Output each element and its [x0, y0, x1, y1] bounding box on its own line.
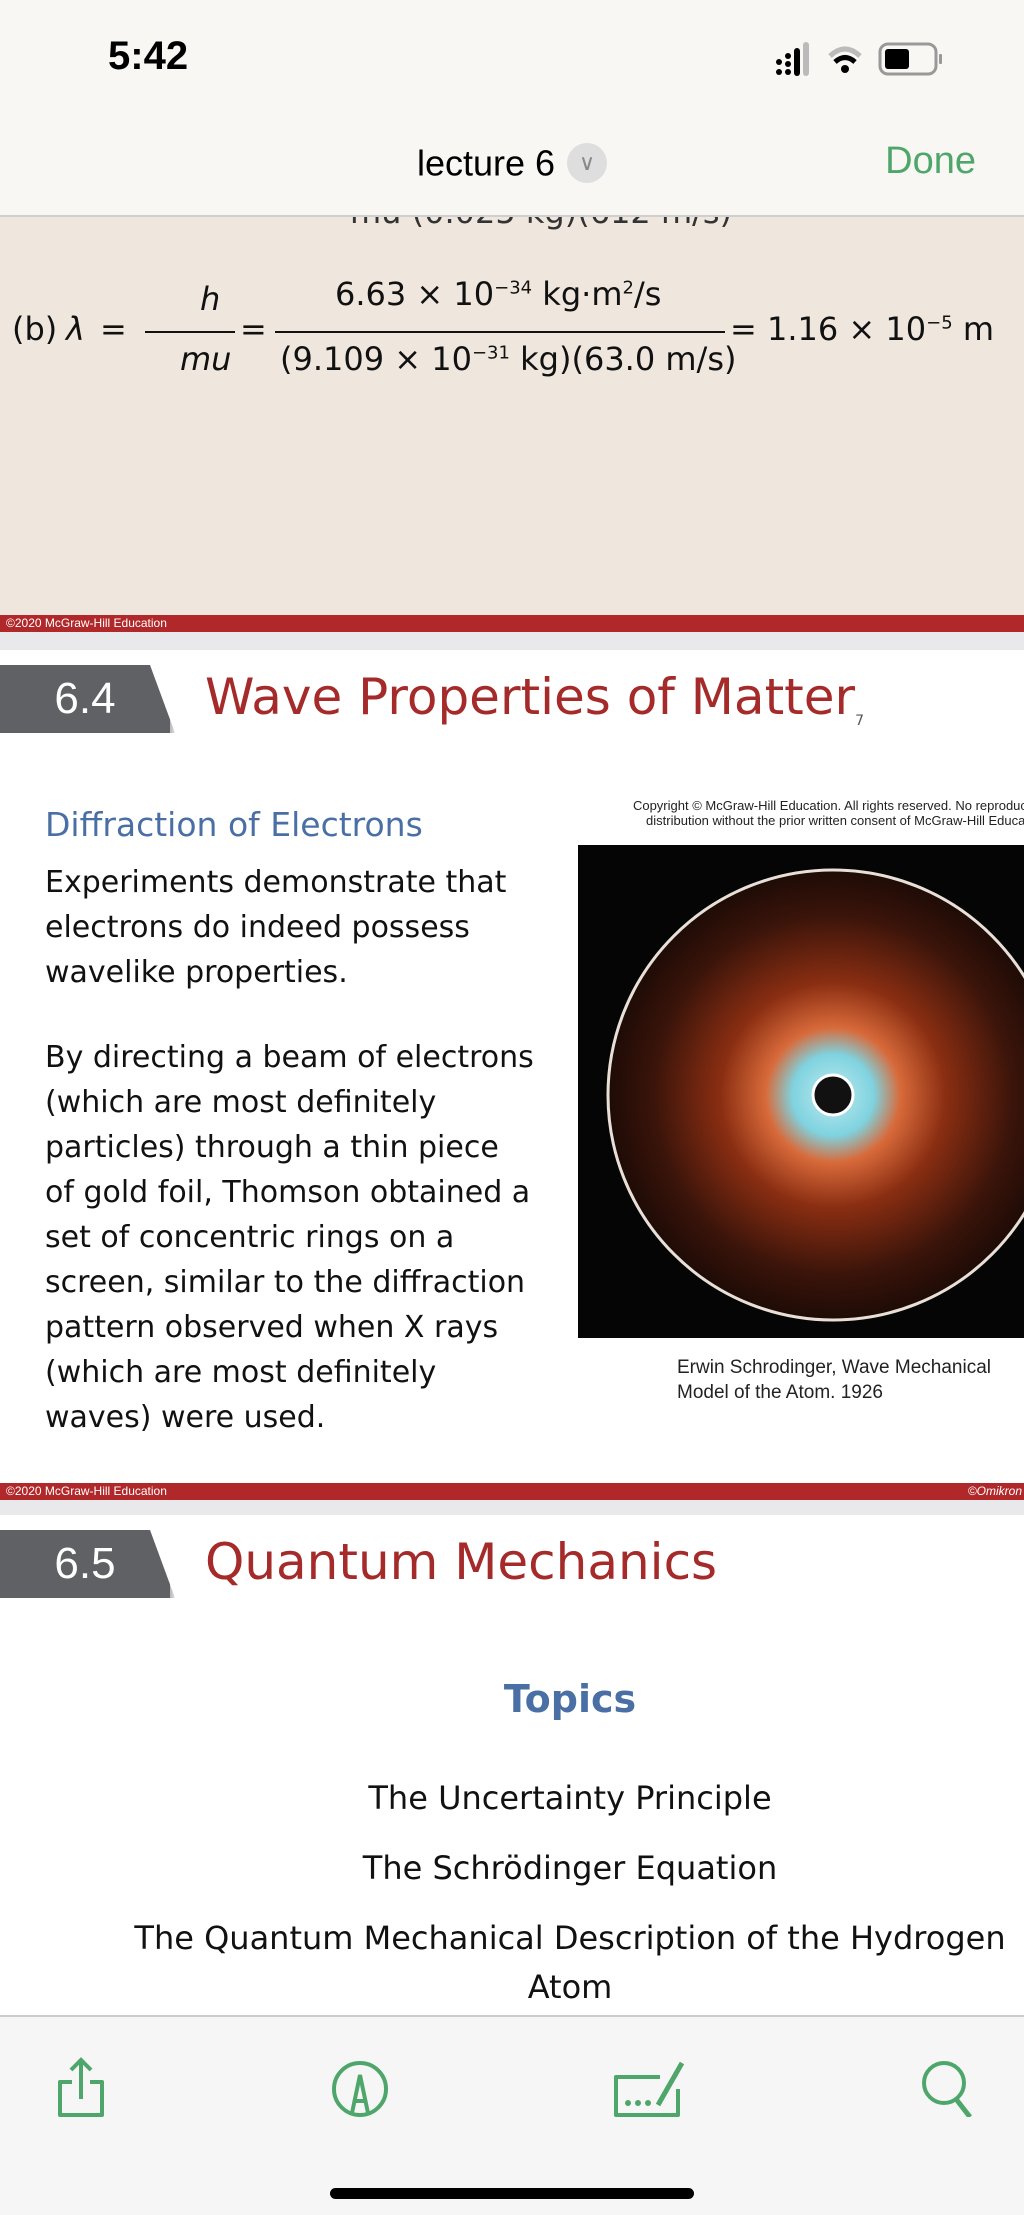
topics-list: The Uncertainty Principle The Schrödinge…: [0, 1763, 1024, 1973]
chevron-down-icon[interactable]: ∨: [567, 143, 608, 184]
battery-icon: [878, 42, 942, 76]
paragraph-1: Experiments demonstrate that electrons do…: [45, 865, 507, 990]
lambda-symbol: λ: [66, 310, 85, 348]
document-title-button[interactable]: lecture 6 ∨: [0, 140, 1024, 184]
slide-title: Wave Properties of Matter7: [205, 668, 865, 729]
image-caption: Erwin Schrodinger, Wave Mechanical Model …: [677, 1357, 991, 1403]
topics-heading: Topics: [503, 1677, 637, 1721]
topic-item-continued: Atom: [527, 1968, 613, 2006]
electron-diffraction-image: [578, 845, 1024, 1338]
section-number: 6.4: [0, 665, 170, 733]
denominator: (9.109 × 10−31 kg)(63.0 m/s): [280, 340, 737, 378]
top-bar: 5:42 lecture 6 ∨ Done: [0, 0, 1024, 217]
share-icon[interactable]: [52, 2057, 112, 2117]
slide-title: Quantum Mechanics: [205, 1533, 718, 1591]
status-time: 5:42: [108, 34, 189, 78]
topic-item: The Uncertainty Principle: [368, 1779, 772, 1817]
h-symbol: h: [200, 280, 221, 318]
cut-off-equation: mu (0.025 kg)(612 m/s): [350, 215, 732, 231]
part-label: (b): [12, 310, 58, 348]
subheading: Diffraction of Electrons: [45, 805, 423, 844]
wifi-icon: [828, 46, 862, 73]
topic-item: The Schrödinger Equation: [362, 1849, 778, 1887]
status-icons: [776, 42, 942, 76]
slide-equation: mu (0.025 kg)(612 m/s) (b) λ = h mu = 6.…: [0, 215, 1024, 615]
slide-wave-properties: 6.4 Wave Properties of Matter7 Diffracti…: [0, 650, 1024, 1483]
topic-item: The Quantum Mechanical Description of th…: [134, 1919, 1006, 1957]
equals: =: [240, 310, 267, 348]
slide-quantum-mechanics: 6.5 Quantum Mechanics Topics The Uncerta…: [0, 1515, 1024, 2017]
fraction-bar: [145, 331, 235, 333]
equals: =: [100, 310, 127, 348]
signal-icon: [776, 42, 809, 76]
result: = 1.16 × 10−5 m: [730, 310, 994, 348]
slide-footer: ©2020 McGraw-Hill Education: [0, 615, 1024, 632]
markup-icon[interactable]: [330, 2057, 390, 2117]
home-indicator[interactable]: [330, 2188, 694, 2199]
paragraph-2: By directing a beam of electrons (which a…: [45, 1040, 534, 1435]
fraction-bar: [275, 331, 725, 333]
mu-symbol: mu: [180, 340, 232, 378]
annotate-icon[interactable]: [610, 2057, 690, 2117]
search-icon[interactable]: [918, 2057, 978, 2117]
document-title: lecture 6: [416, 142, 556, 184]
slide-footer: ©2020 McGraw-Hill Education ©Omikron: [0, 1483, 1024, 1500]
copyright-notice: Copyright © McGraw-Hill Education. All r…: [632, 798, 1024, 828]
section-number: 6.5: [0, 1530, 170, 1598]
done-button[interactable]: Done: [885, 140, 976, 182]
numerator: 6.63 × 10−34 kg·m2/s: [335, 275, 662, 313]
bottom-toolbar: [0, 2017, 1024, 2215]
